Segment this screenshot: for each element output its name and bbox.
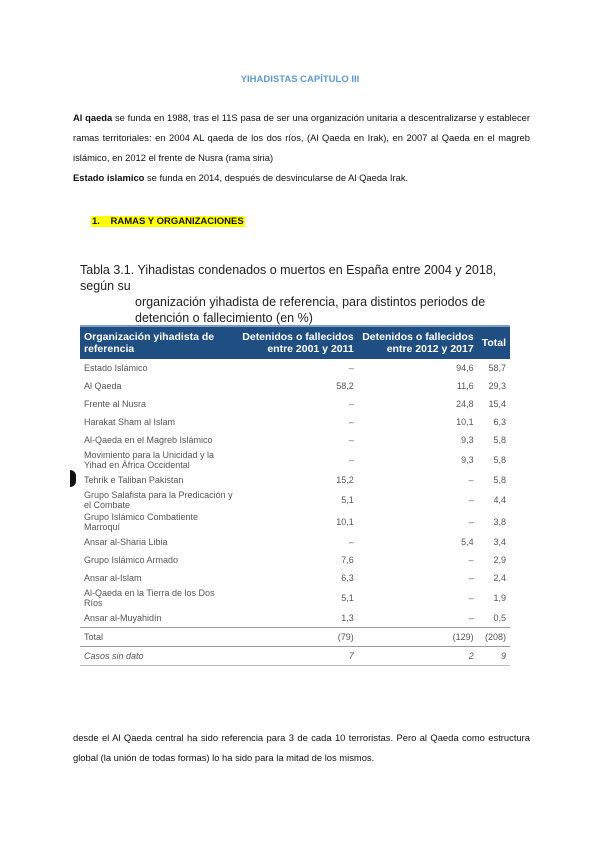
cell-value: 29,3 [488, 381, 506, 391]
cell-value: 11,6 [456, 381, 474, 391]
cell-value: 58,7 [488, 363, 506, 373]
row-label: Al-Qaeda en el Magreb Islámico [84, 435, 213, 445]
cell-value: 5,8 [493, 435, 506, 445]
cell-value: (79) [238, 627, 358, 647]
cell-value: 5,8 [493, 475, 506, 485]
cell-value: – [468, 475, 474, 485]
table-caption: Tabla 3.1. Yihadistas condenados o muert… [80, 262, 510, 326]
row-label: Casos sin dato [80, 646, 238, 666]
row-label: Movimiento para la Unicidad y la Yihad e… [84, 450, 215, 470]
row-label: Ansar al-Sharia Libia [84, 537, 168, 547]
cell-value: 9,3 [461, 435, 474, 445]
cell-value: 94,6 [456, 363, 474, 373]
row-label: Tehrik e Taliban Pakistan [84, 475, 184, 485]
paragraph-text: se funda en 1988, tras el 11S pasa de se… [73, 112, 531, 163]
row-label: Ansar al-Muyahidín [84, 613, 162, 623]
row-label: Grupo Islámico Combatiente Marroquí [84, 512, 199, 532]
table-row: Grupo Islámico Armado 7,6 – 2,9 [80, 551, 510, 569]
row-label: Grupo Islámico Armado [84, 555, 179, 565]
table-row: Al Qaeda 58,2 11,6 29,3 [80, 377, 510, 395]
cell-value: – [348, 455, 354, 465]
cell-value: 24,8 [456, 399, 474, 409]
row-label: Estado Islámico [84, 363, 148, 373]
cell-value: 5,1 [341, 593, 354, 603]
bold-term: Al qaeda [73, 112, 113, 123]
paragraph-conclusion: desde el Al Qaeda central ha sido refere… [73, 732, 530, 763]
cell-value: 1,9 [493, 593, 506, 603]
cell-value: 9,3 [461, 455, 474, 465]
cell-value: 3,8 [493, 517, 506, 527]
cell-value: – [468, 495, 474, 505]
table-row: Ansar al-Sharia Libia – 5,4 3,4 [80, 533, 510, 551]
cell-value: – [348, 399, 354, 409]
table-row: Ansar al-Muyahidín 1,3 – 0,5 [80, 609, 510, 628]
cell-value: 58,2 [336, 381, 354, 391]
section-heading: 1. RAMAS Y ORGANIZACIONES [91, 216, 245, 227]
document-title: YIHADISTAS CAPÍTULO III [240, 74, 360, 85]
cell-value: – [468, 573, 474, 583]
casos-row: Casos sin dato 7 2 9 [80, 646, 510, 666]
row-label: Total [80, 627, 238, 647]
cell-value: – [468, 517, 474, 527]
cell-value: – [468, 593, 474, 603]
column-header: Total [477, 325, 510, 359]
column-header: Detenidos o fallecidos entre 2012 y 2017 [357, 325, 478, 359]
cell-value: – [468, 555, 474, 565]
cell-value: 5,1 [341, 495, 354, 505]
cell-value: 7,6 [341, 555, 354, 565]
row-label: Al-Qaeda en la Tierra de los Dos Ríos [84, 588, 215, 608]
cell-value: – [348, 435, 354, 445]
paragraph-al-qaeda: Al qaeda se funda en 1988, tras el 11S p… [73, 108, 530, 168]
table-row: Grupo Islámico Combatiente Marroquí 10,1 –… [80, 511, 510, 533]
table-row: Harakat Sham al Islam – 10,1 6,3 [80, 413, 510, 431]
table-row: Tehrik e Taliban Pakistan 15,2 – 5,8 [80, 471, 510, 489]
cell-value: 2,9 [493, 555, 506, 565]
cell-value: 10,1 [336, 517, 354, 527]
table-row: Estado Islámico – 94,6 58,7 [80, 359, 510, 377]
cell-value: (129) [357, 627, 478, 647]
cell-value: 6,3 [493, 417, 506, 427]
row-label: Ansar al-Islam [84, 573, 142, 583]
margin-mark [70, 470, 76, 487]
cell-value: 2,4 [493, 573, 506, 583]
cell-value: – [468, 613, 474, 623]
table-row: Al-Qaeda en el Magreb Islámico – 9,3 5,8 [80, 431, 510, 449]
row-label: Grupo Salafista para la Predicación y el… [84, 490, 233, 510]
cell-value: 5,4 [461, 537, 474, 547]
table-row: Frente al Nusra – 24,8 15,4 [80, 395, 510, 413]
cell-value: 9 [477, 646, 510, 666]
cell-value: 1,3 [341, 613, 354, 623]
cell-value: 4,4 [493, 495, 506, 505]
row-label: Al Qaeda [84, 381, 122, 391]
bold-term: Estado islamico [73, 172, 145, 183]
cell-value: – [348, 537, 354, 547]
row-label: Harakat Sham al Islam [84, 417, 176, 427]
paragraph-text: se funda en 2014, después de desvincular… [144, 172, 409, 183]
column-header: Organización yihadista de referencia [80, 325, 238, 359]
table-row: Ansar al-Islam 6,3 – 2,4 [80, 569, 510, 587]
column-header: Detenidos o fallecidos entre 2001 y 2011 [238, 325, 358, 359]
caption-line: organización yihadista de referencia, pa… [135, 295, 486, 325]
paragraph-estado-islamico: Estado islamico se funda en 2014, despué… [73, 168, 530, 188]
table-row: Grupo Salafista para la Predicación y el… [80, 489, 510, 511]
cell-value: – [348, 417, 354, 427]
row-label: Frente al Nusra [84, 399, 147, 409]
caption-line: Tabla 3.1. Yihadistas condenados o muert… [80, 263, 497, 293]
cell-value: 15,2 [336, 475, 354, 485]
table-row: Movimiento para la Unicidad y la Yihad e… [80, 449, 510, 471]
data-table: Organización yihadista de referencia Dete… [80, 325, 510, 666]
cell-value: 7 [238, 646, 358, 666]
cell-value: 5,8 [493, 455, 506, 465]
total-row: Total (79) (129) (208) [80, 627, 510, 647]
cell-value: 6,3 [341, 573, 354, 583]
table-row: Al-Qaeda en la Tierra de los Dos Ríos 5,1… [80, 587, 510, 609]
cell-value: 3,4 [493, 537, 506, 547]
cell-value: (208) [477, 627, 510, 647]
cell-value: 0,5 [493, 613, 506, 623]
cell-value: 2 [357, 646, 478, 666]
cell-value: 10,1 [456, 417, 474, 427]
cell-value: 15,4 [488, 399, 506, 409]
cell-value: – [348, 363, 354, 373]
